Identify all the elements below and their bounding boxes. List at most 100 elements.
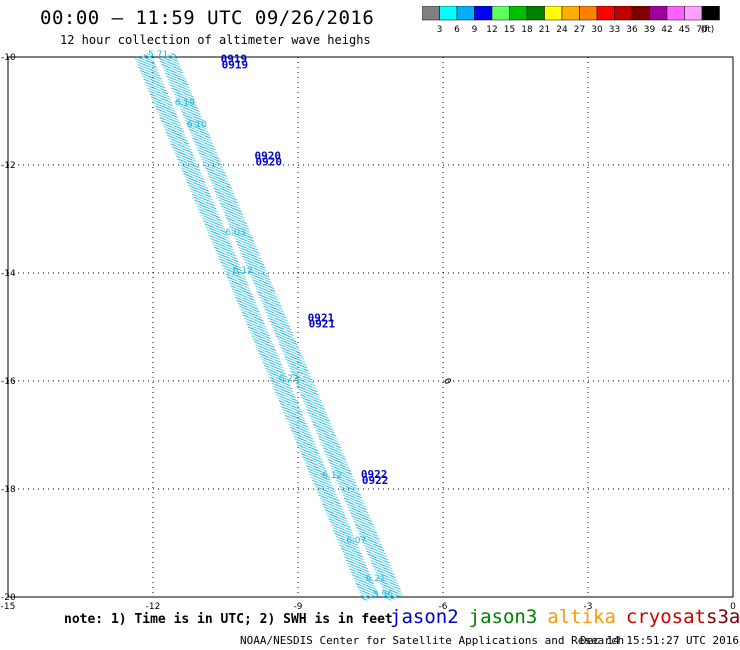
track-tick <box>349 495 356 498</box>
track-tick <box>174 79 181 83</box>
track-tick <box>330 465 336 468</box>
track-tick <box>309 383 316 387</box>
track-tick <box>178 154 185 158</box>
track-tick <box>264 350 271 354</box>
track-tick <box>279 344 285 348</box>
track-tick <box>143 78 149 82</box>
track-tick <box>295 382 301 386</box>
track-tick <box>173 76 179 80</box>
track-tick <box>246 299 252 303</box>
track-tick <box>232 291 239 294</box>
track-tick <box>212 243 219 247</box>
track-tick <box>306 433 312 437</box>
track-tick <box>271 382 277 386</box>
track-tick <box>145 84 152 88</box>
track-value-label: 6.03 <box>226 228 246 238</box>
track-tick <box>341 474 347 478</box>
track-tick <box>290 346 296 350</box>
track-tick <box>229 282 235 286</box>
track-tick <box>299 391 305 395</box>
track-tick <box>187 157 193 161</box>
track-tick <box>335 501 341 505</box>
track-tick <box>275 366 281 370</box>
track-tick <box>350 536 356 540</box>
track-tick <box>339 537 346 541</box>
track-tick <box>369 542 375 546</box>
track-tick <box>273 364 280 367</box>
track-tick <box>336 521 343 525</box>
track-tick <box>315 429 321 433</box>
track-tick <box>218 182 224 186</box>
track-tick <box>331 443 337 447</box>
track-tick <box>349 551 355 555</box>
x-tick-label: -9 <box>294 602 303 612</box>
track-tick <box>261 268 267 272</box>
track-tick <box>343 529 349 533</box>
track-tick <box>198 117 204 121</box>
track-tick <box>267 283 273 287</box>
track-tick <box>366 543 372 547</box>
track-tick <box>330 489 336 493</box>
track-tick <box>171 63 177 67</box>
track-tick <box>264 357 270 361</box>
track-tick <box>254 316 260 320</box>
track-tick <box>279 393 285 396</box>
track-tick <box>198 201 204 205</box>
track-tick <box>363 569 370 573</box>
track-tick <box>314 461 321 465</box>
track-tick <box>307 460 314 464</box>
track-tick <box>317 460 324 464</box>
track-tick <box>284 348 291 352</box>
track-tick <box>198 152 204 156</box>
track-tick <box>375 556 382 560</box>
track-tick <box>336 462 342 466</box>
track-tick <box>332 502 338 506</box>
track-tick <box>370 594 377 598</box>
track-value-label: 6.07 <box>346 536 366 546</box>
colorbar-label: 27 <box>574 25 585 35</box>
track-tick <box>293 362 300 366</box>
track-tick <box>178 105 185 109</box>
track-tick <box>153 85 159 88</box>
track-tick <box>358 498 364 502</box>
track-tick <box>302 365 308 369</box>
track-tick <box>272 361 279 364</box>
track-tick <box>181 111 187 115</box>
date-label: 0919 <box>222 58 249 71</box>
track-tick <box>247 302 254 305</box>
track-tick <box>273 353 279 357</box>
track-tick <box>319 480 325 484</box>
track-tick <box>314 468 320 472</box>
track-tick <box>163 125 169 129</box>
track-tick <box>330 513 336 517</box>
track-tick <box>367 536 373 540</box>
track-tick <box>356 495 363 499</box>
track-tick <box>203 213 209 217</box>
track-tick <box>171 112 177 115</box>
track-tick <box>162 122 168 126</box>
track-tick <box>238 246 244 250</box>
track-tick <box>242 280 248 284</box>
track-tick <box>168 106 175 110</box>
track-tick <box>283 387 290 391</box>
colorbar-label: 6 <box>454 25 460 35</box>
track-tick <box>314 395 321 399</box>
track-tick <box>324 509 330 513</box>
track-tick <box>373 543 380 547</box>
track-tick <box>345 476 351 480</box>
track-tick <box>292 425 299 429</box>
track-tick <box>168 64 174 68</box>
track-tick <box>285 390 291 394</box>
track-tick <box>391 595 398 599</box>
track-tick <box>168 71 174 75</box>
track-tick <box>167 127 173 131</box>
track-tick <box>193 140 200 144</box>
track-tick <box>175 82 182 86</box>
track-tick <box>342 543 348 547</box>
track-tick <box>284 397 290 401</box>
track-tick <box>298 356 304 360</box>
track-tick <box>378 555 385 559</box>
colorbar-label: 18 <box>521 25 533 35</box>
track-tick <box>357 554 363 558</box>
track-tick <box>327 490 333 494</box>
